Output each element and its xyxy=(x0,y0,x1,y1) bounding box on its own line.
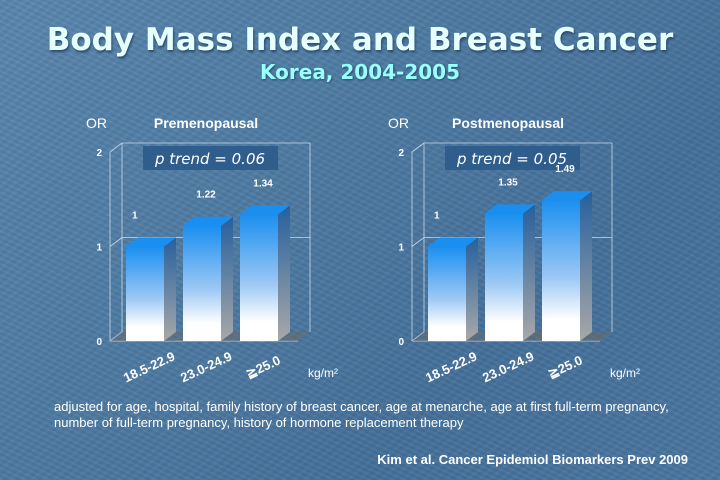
bar-side xyxy=(164,237,176,341)
y-tick-label: 0 xyxy=(398,337,404,348)
category-label: ≧25.0 xyxy=(244,352,283,381)
bar-top xyxy=(126,237,176,247)
value-label: 1.22 xyxy=(196,190,216,201)
bar xyxy=(542,200,580,341)
y-tick-label: 1 xyxy=(96,243,102,254)
bar xyxy=(428,246,466,341)
slide-title: Body Mass Index and Breast Cancer xyxy=(46,22,674,58)
footnote: adjusted for age, hospital, family histo… xyxy=(54,399,669,430)
chart-title: Postmenopausal xyxy=(452,115,564,131)
category-label: 18.5-22.9 xyxy=(121,349,177,386)
p-trend-label: p trend = 0.05 xyxy=(456,150,567,168)
category-label: ≧25.0 xyxy=(546,352,585,381)
category-label: 23.0-24.9 xyxy=(178,349,234,386)
bar xyxy=(126,246,164,341)
y-tick-label: 2 xyxy=(96,148,102,159)
value-label: 1 xyxy=(434,211,440,222)
value-label: 1.34 xyxy=(253,178,273,189)
bar-top xyxy=(485,204,535,214)
p-trend-label: p trend = 0.06 xyxy=(154,150,265,168)
bar-side xyxy=(580,191,592,341)
x-axis-unit: kg/m² xyxy=(308,366,338,380)
value-label: 1.49 xyxy=(555,164,575,175)
value-label: 1 xyxy=(132,211,138,222)
frame-corner xyxy=(411,142,425,153)
bar-side xyxy=(221,216,233,341)
bar-side xyxy=(466,237,478,341)
bar-side xyxy=(278,205,290,341)
y-tick-label: 2 xyxy=(398,148,404,159)
bar-top xyxy=(240,205,290,215)
bar xyxy=(240,214,278,341)
bar xyxy=(183,225,221,341)
frame-corner xyxy=(109,142,123,153)
y-axis-label: OR xyxy=(86,115,107,131)
p-trend-box xyxy=(143,146,278,170)
bar xyxy=(485,213,523,341)
slide-subtitle: Korea, 2004-2005 xyxy=(260,60,460,84)
bar-top xyxy=(183,216,233,226)
category-label: 23.0-24.9 xyxy=(480,349,536,386)
citation: Kim et al. Cancer Epidemiol Biomarkers P… xyxy=(377,452,688,467)
y-tick-label: 0 xyxy=(96,337,102,348)
y-tick-label: 1 xyxy=(398,243,404,254)
chart-title: Premenopausal xyxy=(154,115,258,131)
x-axis-unit: kg/m² xyxy=(610,366,640,380)
bar-side xyxy=(523,204,535,341)
bar-top xyxy=(542,191,592,201)
category-label: 18.5-22.9 xyxy=(423,349,479,386)
tick-corner-1 xyxy=(109,237,123,247)
value-label: 1.35 xyxy=(498,177,518,188)
y-axis-label: OR xyxy=(388,115,409,131)
tick-corner-1 xyxy=(411,237,425,247)
bar-top xyxy=(428,237,478,247)
p-trend-box xyxy=(445,146,580,170)
